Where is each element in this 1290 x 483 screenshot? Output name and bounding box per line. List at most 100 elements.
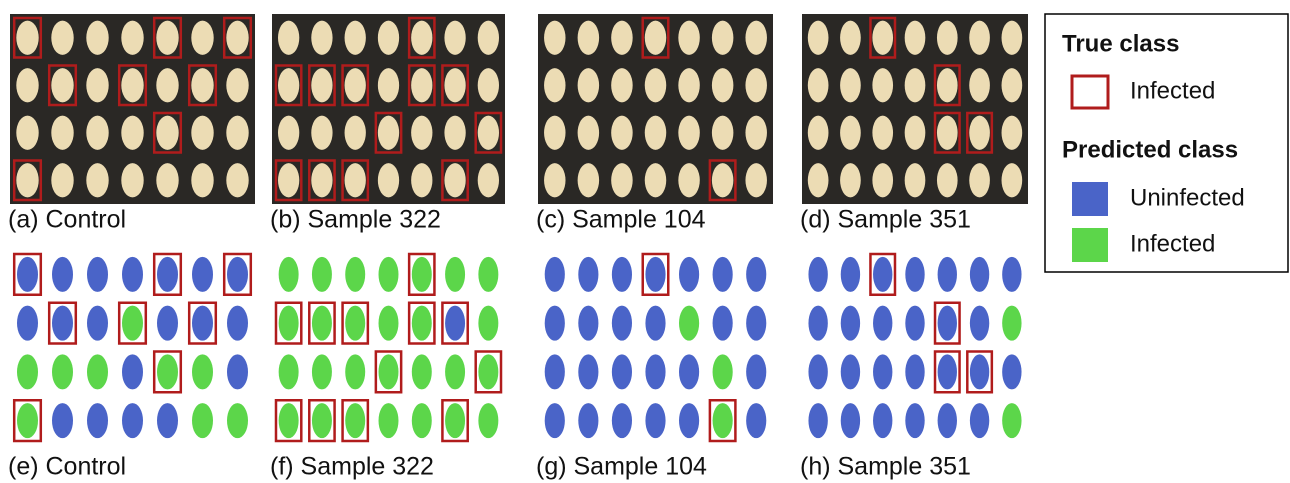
- kernel: [16, 68, 38, 102]
- kernel-mask: [157, 306, 178, 341]
- kernel-mask: [379, 354, 399, 389]
- kernel: [121, 116, 143, 150]
- kernel-mask: [905, 306, 924, 341]
- kernel-mask: [345, 354, 365, 389]
- kernel: [544, 21, 565, 55]
- kernel-mask: [122, 403, 143, 438]
- kernel: [278, 21, 299, 55]
- kernel-mask: [841, 257, 860, 292]
- kernel-mask: [578, 403, 598, 438]
- kernel: [378, 116, 399, 150]
- kernel: [1002, 21, 1023, 55]
- kernel: [156, 163, 178, 197]
- kernel-mask: [279, 306, 299, 341]
- kernel-mask: [312, 306, 332, 341]
- kernel-mask: [52, 306, 73, 341]
- kernel-mask: [905, 354, 924, 389]
- panel-caption: (e) Control: [8, 453, 126, 481]
- kernel: [478, 163, 499, 197]
- kernel: [444, 163, 465, 197]
- kernel-mask: [478, 354, 498, 389]
- kernel: [478, 21, 499, 55]
- kernel: [51, 163, 73, 197]
- kernel-mask: [227, 257, 248, 292]
- kernel: [278, 116, 299, 150]
- kernel-mask: [970, 306, 989, 341]
- panel-caption: (c) Sample 104: [536, 206, 706, 234]
- kernel-mask: [612, 403, 632, 438]
- kernel-mask: [412, 354, 432, 389]
- kernel-mask: [545, 306, 565, 341]
- kernel-mask: [578, 306, 598, 341]
- kernel-mask: [679, 257, 699, 292]
- kernel-mask: [873, 306, 892, 341]
- kernel-mask: [345, 306, 365, 341]
- kernel: [611, 116, 632, 150]
- kernel: [311, 68, 332, 102]
- kernel: [86, 68, 108, 102]
- kernel: [16, 21, 38, 55]
- kernel: [478, 116, 499, 150]
- kernel: [16, 163, 38, 197]
- kernel-mask: [87, 306, 108, 341]
- kernel-mask: [746, 354, 766, 389]
- kernel: [311, 116, 332, 150]
- legend-label: Infected: [1130, 230, 1215, 257]
- kernel: [712, 68, 733, 102]
- kernel-mask: [645, 354, 665, 389]
- kernel-mask: [746, 403, 766, 438]
- kernel: [578, 116, 599, 150]
- kernel-mask: [52, 354, 73, 389]
- kernel-mask: [1002, 403, 1021, 438]
- kernel-mask: [679, 306, 699, 341]
- kernel-mask: [17, 306, 38, 341]
- kernel: [905, 68, 926, 102]
- kernel: [712, 116, 733, 150]
- kernel: [645, 21, 666, 55]
- kernel-mask: [970, 354, 989, 389]
- kernel: [905, 116, 926, 150]
- kernel: [156, 68, 178, 102]
- kernel-mask: [157, 257, 178, 292]
- kernel: [1002, 163, 1023, 197]
- kernel-mask: [905, 257, 924, 292]
- kernel-mask: [379, 403, 399, 438]
- kernel-mask: [157, 354, 178, 389]
- panel-caption: (b) Sample 322: [270, 206, 441, 234]
- kernel-mask: [746, 306, 766, 341]
- kernel-mask: [873, 403, 892, 438]
- kernel-mask: [578, 354, 598, 389]
- kernel: [745, 21, 766, 55]
- kernel-mask: [938, 403, 957, 438]
- kernel: [121, 21, 143, 55]
- kernel: [345, 21, 366, 55]
- kernel: [969, 21, 990, 55]
- kernel: [191, 163, 213, 197]
- kernel: [937, 116, 958, 150]
- kernel: [226, 21, 248, 55]
- kernel: [872, 163, 893, 197]
- kernel: [645, 163, 666, 197]
- kernel-mask: [87, 257, 108, 292]
- kernel: [840, 163, 861, 197]
- kernel-mask: [87, 354, 108, 389]
- kernel-mask: [938, 306, 957, 341]
- kernel-mask: [1002, 306, 1021, 341]
- kernel-mask: [279, 354, 299, 389]
- kernel-mask: [841, 403, 860, 438]
- legend-swatch: [1072, 182, 1108, 216]
- kernel-mask: [445, 403, 465, 438]
- kernel: [278, 163, 299, 197]
- kernel: [226, 68, 248, 102]
- kernel: [937, 21, 958, 55]
- legend-title: True class: [1062, 30, 1179, 57]
- kernel-mask: [545, 257, 565, 292]
- kernel-mask: [612, 354, 632, 389]
- kernel-mask: [841, 306, 860, 341]
- kernel: [969, 163, 990, 197]
- kernel-mask: [345, 403, 365, 438]
- kernel: [226, 163, 248, 197]
- kernel-mask: [645, 403, 665, 438]
- kernel-mask: [445, 306, 465, 341]
- kernel: [840, 68, 861, 102]
